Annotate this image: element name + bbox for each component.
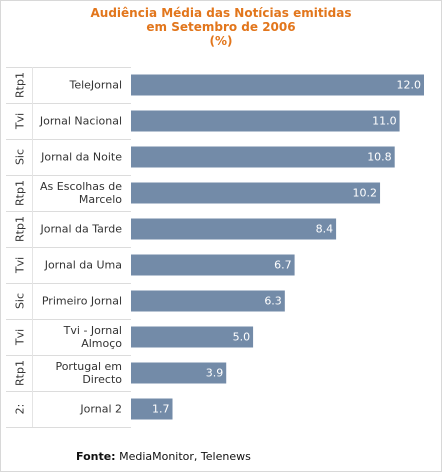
bar xyxy=(131,326,254,348)
channel-label: Tvi xyxy=(14,257,27,274)
bar xyxy=(131,74,424,96)
channel-label: Rtp1 xyxy=(14,216,27,242)
bar xyxy=(131,290,285,312)
source-text: MediaMonitor, Telenews xyxy=(115,450,251,463)
category-label: Directo xyxy=(82,373,122,386)
channel-label: Rtp1 xyxy=(14,72,27,98)
bar xyxy=(131,254,295,276)
chart-title-line-2: em Setembro de 2006 xyxy=(146,20,296,34)
data-label: 10.2 xyxy=(353,187,378,200)
data-label: 10.8 xyxy=(367,151,392,164)
source-note: Fonte: MediaMonitor, Telenews xyxy=(76,450,251,463)
category-label: Jornal da Uma xyxy=(44,259,122,272)
channel-label: Rtp1 xyxy=(14,180,27,206)
channel-label: Sic xyxy=(14,293,27,309)
category-label: Jornal Nacional xyxy=(39,115,122,128)
category-label: As Escolhas de xyxy=(40,180,122,193)
category-label: Jornal 2 xyxy=(79,403,122,416)
bar xyxy=(131,398,173,420)
category-label: Marcelo xyxy=(79,193,122,206)
bar xyxy=(131,218,337,240)
data-label: 11.0 xyxy=(372,115,397,128)
data-label: 6.7 xyxy=(274,259,292,272)
data-label: 12.0 xyxy=(397,79,422,92)
category-label: Jornal da Tarde xyxy=(39,223,122,236)
data-label: 6.3 xyxy=(264,295,282,308)
data-label: 1.7 xyxy=(152,403,170,416)
chart-title-line-1: Audiência Média das Notícias emitidas xyxy=(90,6,352,20)
bar xyxy=(131,362,227,384)
category-label: Tvi - Jornal xyxy=(63,324,122,337)
bar xyxy=(131,146,395,168)
category-label: TeleJornal xyxy=(68,79,122,92)
category-label: Jornal da Noite xyxy=(40,151,122,164)
data-label: 3.9 xyxy=(206,367,224,380)
source-prefix: Fonte: xyxy=(76,450,116,463)
chart-title: Audiência Média das Notícias emitidas em… xyxy=(0,6,442,48)
bar xyxy=(131,182,381,204)
category-label: Portugal em xyxy=(55,360,122,373)
category-label: Almoço xyxy=(81,337,122,350)
channel-label: Tvi xyxy=(14,329,27,346)
bar xyxy=(131,110,400,132)
chart-title-line-3: (%) xyxy=(209,34,233,48)
channel-label: Sic xyxy=(14,149,27,165)
channel-label: Tvi xyxy=(14,113,27,130)
data-label: 5.0 xyxy=(233,331,251,344)
data-label: 8.4 xyxy=(316,223,334,236)
channel-label: 2: xyxy=(14,404,27,415)
category-label: Primeiro Jornal xyxy=(42,295,122,308)
channel-label: Rtp1 xyxy=(14,360,27,386)
